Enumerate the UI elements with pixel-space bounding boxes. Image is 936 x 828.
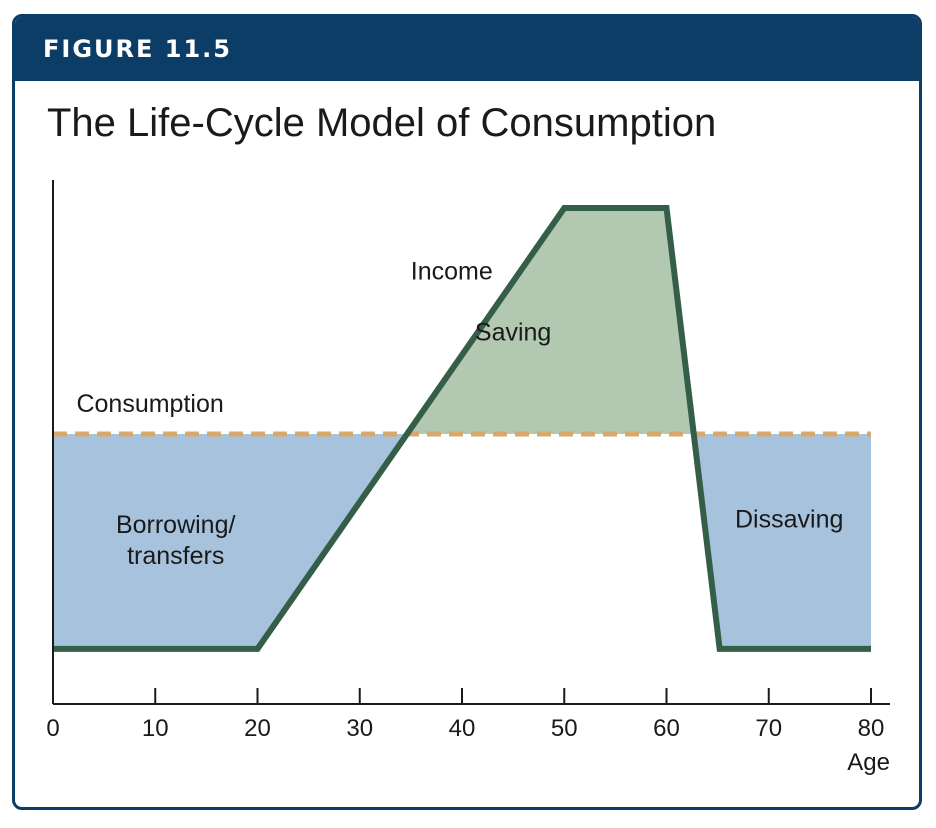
saving-region xyxy=(407,208,694,434)
dissaving-region xyxy=(693,433,871,649)
figure-frame: FIGURE 11.5 The Life-Cycle Model of Cons… xyxy=(12,14,922,810)
borrowing-region xyxy=(53,433,408,649)
x-tick-label: 50 xyxy=(551,715,578,742)
x-tick-label: 80 xyxy=(858,715,885,742)
region-label: Borrowing/transfers xyxy=(116,511,236,570)
x-tick-label: 30 xyxy=(346,715,373,742)
x-tick-label: 40 xyxy=(449,715,476,742)
x-tick-label: 0 xyxy=(46,715,59,742)
annotation-label: Consumption xyxy=(76,390,223,418)
x-tick-label: 70 xyxy=(755,715,782,742)
figure-banner: FIGURE 11.5 xyxy=(15,17,919,81)
figure-label: FIGURE 11.5 xyxy=(43,35,232,63)
region-label: Saving xyxy=(475,318,551,346)
x-tick-label: 60 xyxy=(653,715,680,742)
x-axis-label: Age xyxy=(847,749,890,776)
annotation-label: Income xyxy=(411,258,493,286)
chart-title: The Life-Cycle Model of Consumption xyxy=(47,101,717,145)
income-line xyxy=(53,205,871,652)
x-tick-label: 20 xyxy=(244,715,271,742)
region-label: Dissaving xyxy=(735,506,843,534)
x-tick-label: 10 xyxy=(142,715,169,742)
